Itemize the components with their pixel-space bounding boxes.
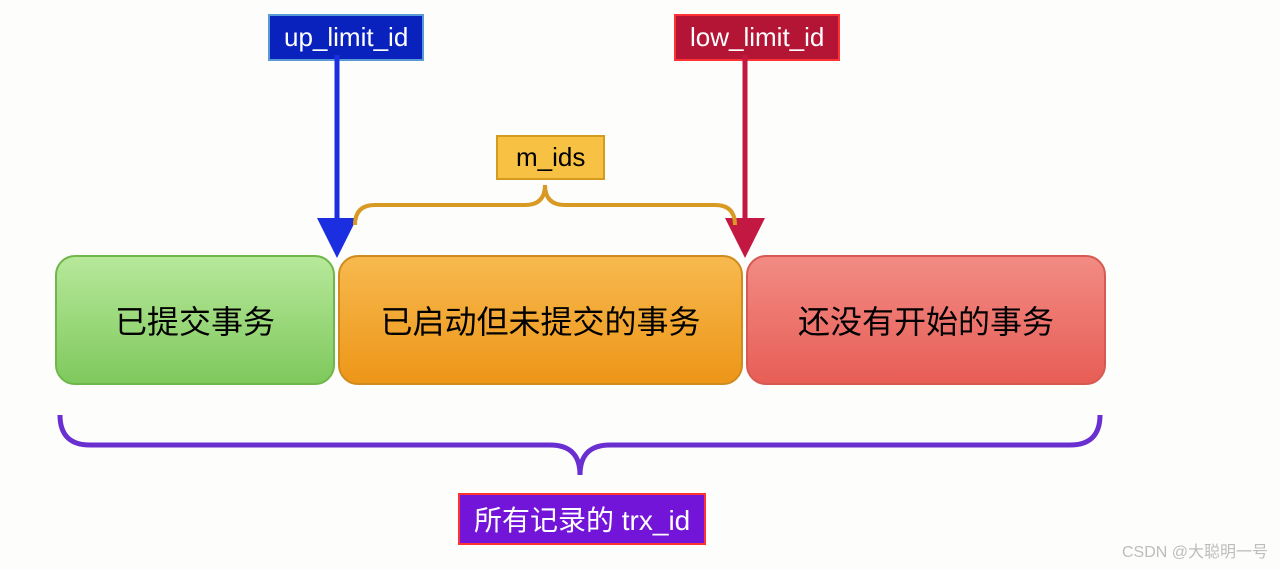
box-active-text: 已启动但未提交的事务	[380, 297, 700, 343]
watermark: CSDN @大聪明一号	[1122, 538, 1268, 562]
trx-id-label: 所有记录的 trx_id	[458, 493, 706, 545]
up-limit-label: up_limit_id	[268, 14, 424, 61]
trx-id-text: 所有记录的 trx_id	[474, 505, 690, 536]
low-limit-text: low_limit_id	[690, 22, 824, 53]
box-active: 已启动但未提交的事务	[338, 255, 743, 385]
brace-top	[355, 185, 735, 225]
m-ids-text: m_ids	[516, 142, 585, 173]
box-committed-text: 已提交事务	[115, 297, 275, 343]
up-limit-text: up_limit_id	[284, 22, 408, 53]
box-not-started-text: 还没有开始的事务	[798, 297, 1054, 343]
low-limit-label: low_limit_id	[674, 14, 840, 61]
box-committed: 已提交事务	[55, 255, 335, 385]
brace-bottom	[60, 415, 1100, 475]
m-ids-label: m_ids	[496, 135, 605, 180]
box-not-started: 还没有开始的事务	[746, 255, 1106, 385]
